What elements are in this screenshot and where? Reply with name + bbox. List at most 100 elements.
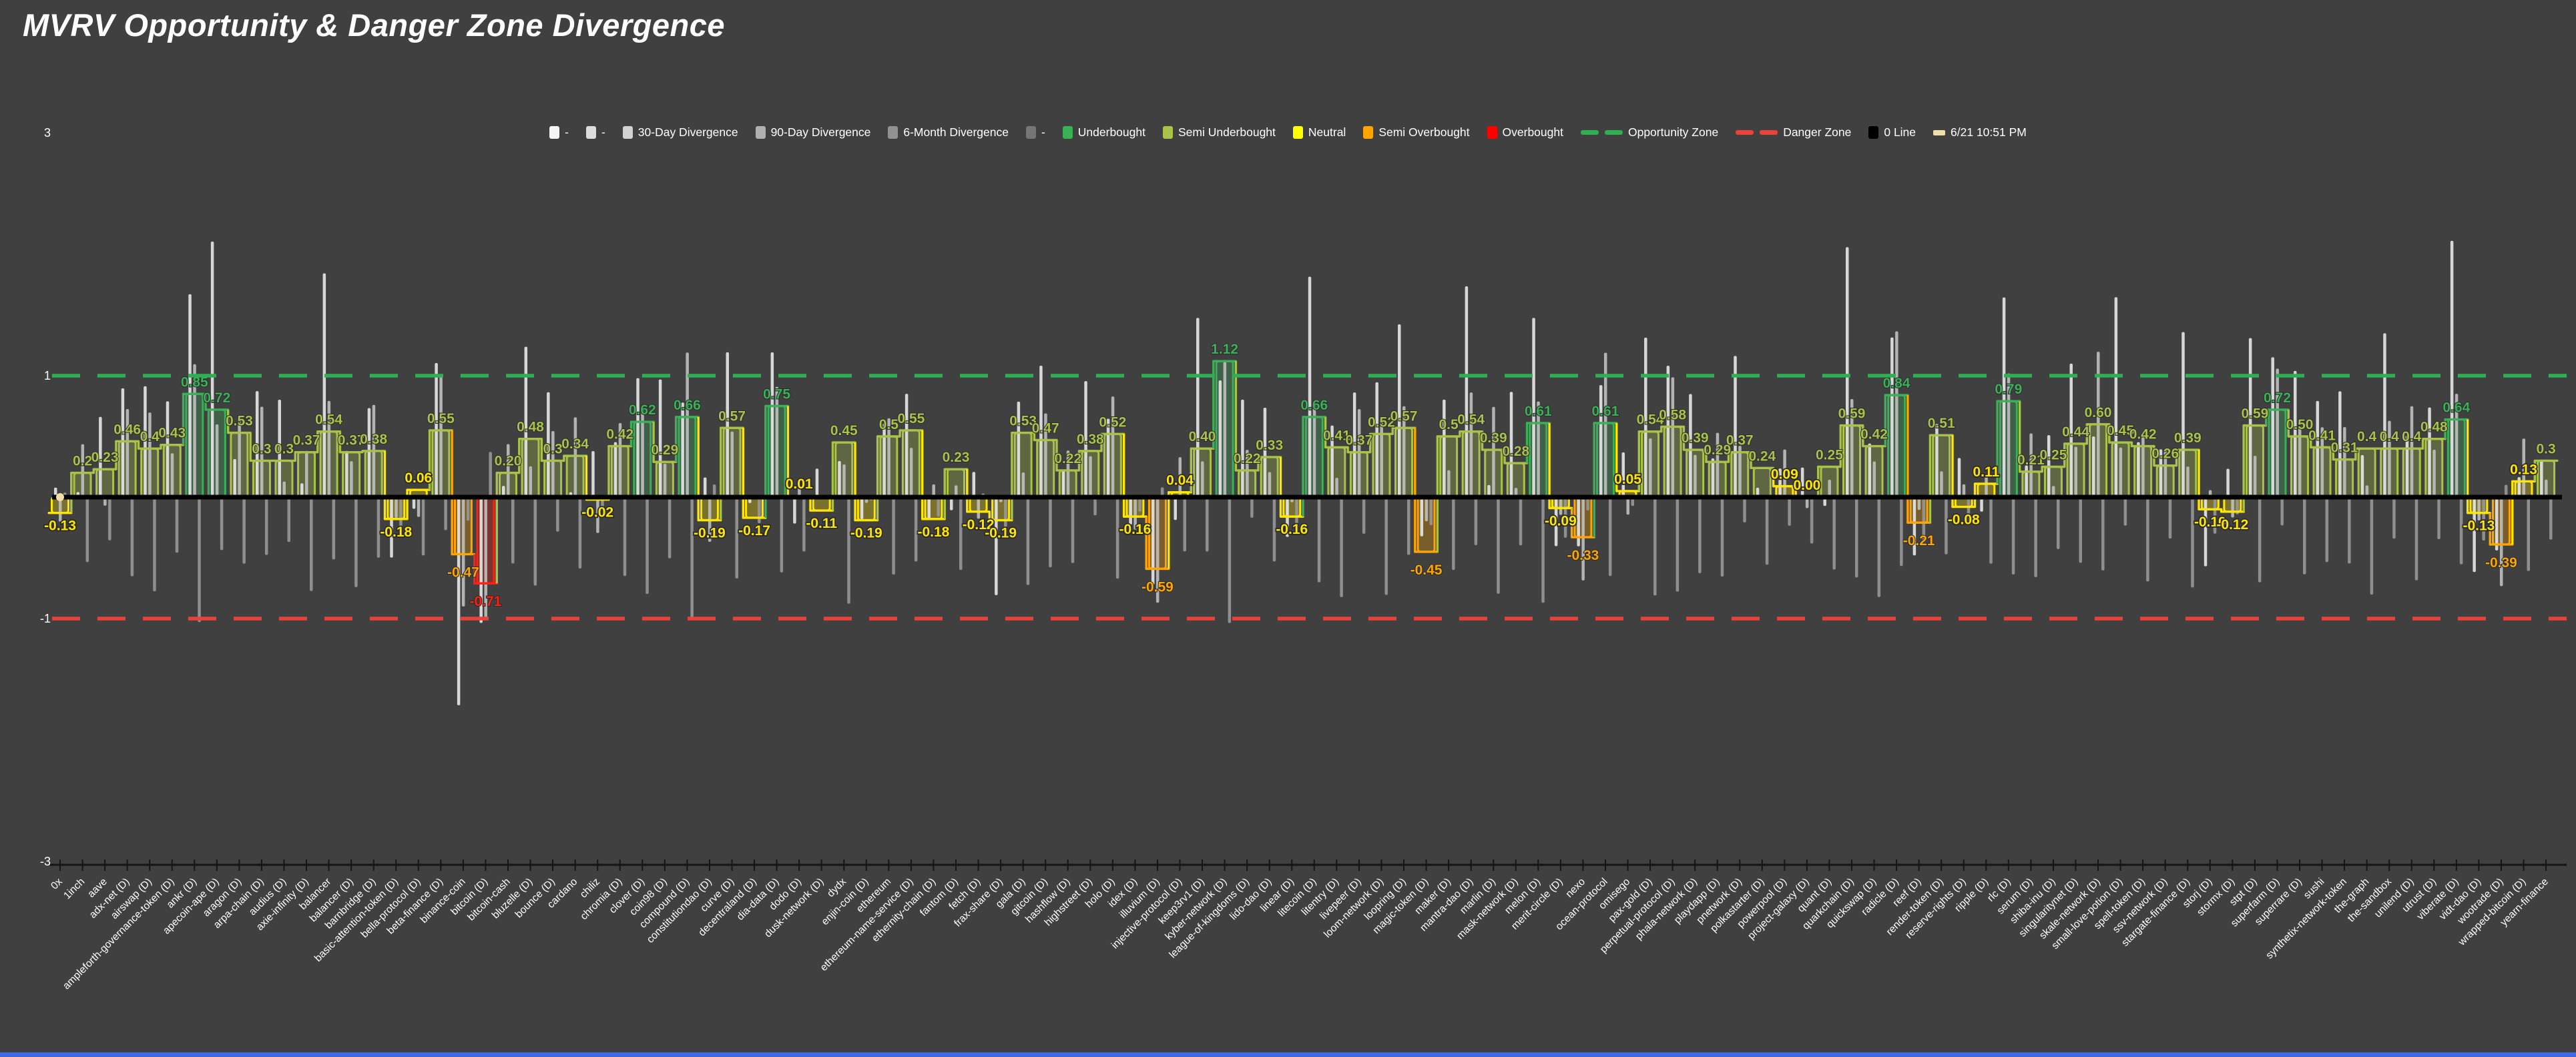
divergence-whisker [1917, 497, 1921, 510]
divergence-whisker [1201, 461, 1204, 497]
legend-item-semi-underbought[interactable]: Semi Underbought [1162, 125, 1276, 139]
bar-value-label: 0.3 [252, 441, 271, 456]
legend-item-6-month-divergence[interactable]: 6-Month Divergence [888, 125, 1009, 139]
bar-value-label: -0.18 [380, 524, 412, 540]
divergence-whisker [1532, 318, 1535, 497]
divergence-whisker [395, 497, 398, 518]
divergence-whisker [1447, 470, 1451, 497]
divergence-whisker [1519, 497, 1523, 546]
legend-label: Opportunity Zone [1627, 125, 1719, 139]
legend-item-underbought[interactable]: Underbought [1062, 125, 1145, 139]
divergence-whisker [1362, 497, 1366, 534]
bar-value-label: 0.06 [405, 470, 432, 486]
divergence-whisker [1850, 399, 1854, 497]
divergence-whisker [1465, 286, 1469, 497]
divergence-whisker [1846, 247, 1849, 497]
divergence-whisker [1246, 450, 1249, 497]
legend-item-danger-zone[interactable]: Danger Zone [1736, 125, 1851, 139]
divergence-whisker [690, 497, 694, 618]
legend-item-semi-overbought[interactable]: Semi Overbought [1363, 125, 1470, 139]
divergence-whisker [1352, 392, 1356, 497]
bar-value-label: 0.37 [293, 433, 320, 448]
divergence-whisker [121, 388, 125, 497]
divergence-whisker [2056, 497, 2060, 549]
legend-item-30-day-divergence[interactable]: 30-Day Divergence [622, 125, 738, 139]
divergence-whisker [81, 444, 85, 497]
divergence-whisker [882, 423, 886, 497]
divergence-whisker [2002, 297, 2006, 497]
divergence-whisker [1452, 497, 1455, 571]
bar-value-label: -0.11 [806, 516, 837, 531]
divergence-whisker [1788, 497, 1791, 526]
legend-item-[interactable]: - [585, 125, 605, 139]
divergence-whisker [623, 497, 627, 577]
bar-value-label: -0.16 [1276, 522, 1308, 537]
divergence-whisker [1061, 470, 1065, 497]
divergence-whisker [1537, 401, 1540, 497]
divergence-whisker [461, 497, 465, 607]
divergence-whisker [2114, 297, 2118, 497]
divergence-whisker [59, 497, 62, 522]
bar-value-label: 0.26 [2151, 446, 2179, 462]
divergence-whisker [2029, 433, 2033, 497]
divergence-whisker [54, 487, 57, 497]
legend-item-6-21-10-51-pm[interactable]: 6/21 10:51 PM [1933, 125, 2027, 139]
legend-item-neutral[interactable]: Neutral [1292, 125, 1346, 139]
divergence-whisker [1330, 425, 1334, 497]
bar-value-label: 0.5 [879, 417, 899, 432]
bar-value-label: 0.24 [1748, 448, 1776, 464]
bar-value-label: 0.21 [2017, 452, 2045, 468]
divergence-whisker [529, 466, 533, 497]
bar-value-label: 0.44 [2062, 424, 2089, 440]
divergence-whisker [2473, 497, 2476, 573]
timestamp-marker-dot [56, 493, 64, 501]
divergence-whisker [1890, 337, 1894, 497]
bar-value-label: 0.58 [1659, 407, 1686, 422]
divergence-whisker [1106, 418, 1110, 497]
divergence-whisker [1206, 497, 1209, 552]
legend-item-overbought[interactable]: Overbought [1487, 125, 1563, 139]
divergence-whisker [2549, 497, 2553, 540]
divergence-whisker [2527, 497, 2530, 571]
divergence-whisker [596, 497, 599, 533]
divergence-whisker [327, 400, 331, 497]
bar-value-label: 0.43 [158, 426, 186, 441]
divergence-whisker [1711, 458, 1715, 497]
divergence-whisker [2432, 450, 2436, 497]
legend-swatch [1487, 126, 1497, 139]
divergence-whisker [2459, 497, 2463, 565]
legend-item-[interactable]: - [549, 125, 569, 139]
divergence-whisker [1017, 401, 1021, 497]
divergence-whisker [2079, 497, 2082, 563]
legend-item-[interactable]: - [1025, 125, 1045, 139]
divergence-whisker [1626, 497, 1629, 515]
bar-value-label: 0.39 [1480, 430, 1507, 446]
divergence-whisker [1698, 497, 1702, 573]
legend-label: - [1041, 125, 1045, 139]
divergence-whisker [166, 401, 170, 497]
divergence-whisker [1985, 474, 1988, 497]
bar-value-label: 0.64 [2442, 400, 2470, 416]
bar-value-label: 0.23 [91, 450, 119, 465]
bar-value-label: 0.48 [2420, 420, 2448, 435]
zero-line [52, 494, 2562, 500]
divergence-whisker [2231, 497, 2234, 518]
legend-item-90-day-divergence[interactable]: 90-Day Divergence [755, 125, 871, 139]
divergence-whisker [1940, 471, 1943, 497]
divergence-whisker [1832, 497, 1836, 570]
legend-label: 90-Day Divergence [770, 125, 871, 139]
bar-value-label: -0.19 [985, 526, 1017, 541]
divergence-whisker [1443, 399, 1446, 497]
bar-value-label: 0.46 [113, 422, 141, 437]
legend-item-0-line[interactable]: 0 Line [1868, 125, 1916, 139]
x-axis-label: 1inch [61, 876, 87, 902]
bar-value-label: 0.4 [2357, 429, 2377, 444]
legend-item-opportunity-zone[interactable]: Opportunity Zone [1580, 125, 1719, 139]
divergence-whisker [927, 497, 931, 520]
divergence-whisker [1581, 497, 1585, 581]
divergence-whisker [1868, 443, 1872, 497]
divergence-whisker [238, 420, 241, 497]
divergence-whisker [1420, 497, 1424, 537]
divergence-whisker [421, 497, 425, 556]
